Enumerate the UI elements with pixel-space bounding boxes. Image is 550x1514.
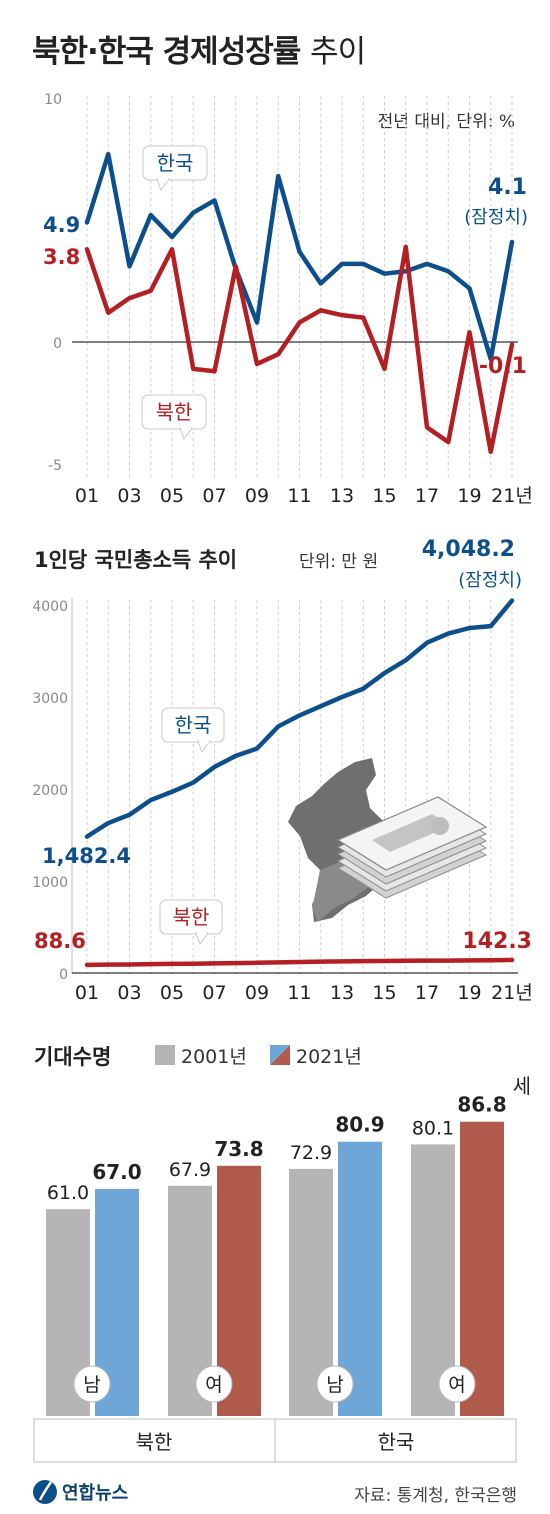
korea-gni-end-note: (잠정치) xyxy=(458,570,522,591)
korea-gni-start-label: 1,482.4 xyxy=(42,844,131,868)
legend-label-2021: 2021년 xyxy=(296,1046,362,1068)
nk-start-label: 3.8 xyxy=(43,245,80,269)
nk-growth-bubble: 북한 xyxy=(141,394,207,441)
x-tick-label: 19 xyxy=(457,982,481,1004)
korea-end-note: (잠정치) xyxy=(464,207,528,228)
group-label-nk: 북한 xyxy=(136,1430,173,1454)
x-tick-label: 13 xyxy=(330,982,354,1004)
x-tick-label: 09 xyxy=(245,982,269,1004)
category-badge xyxy=(195,1365,233,1403)
money-band xyxy=(372,814,450,852)
footer-source: 자료: 통계청, 한국은행 xyxy=(354,1486,517,1506)
chart3-title: 기대수명 xyxy=(34,1045,111,1069)
y-tick-label: 4000 xyxy=(32,599,68,615)
korea-growth-bubble-label: 한국 xyxy=(157,151,194,175)
x-tick-label: 03 xyxy=(117,982,141,1004)
x-tick-label: 11 xyxy=(287,485,311,507)
category-badge xyxy=(73,1365,111,1403)
nk-growth-bubble-label: 북한 xyxy=(156,400,193,424)
x-tick-label: 07 xyxy=(202,485,226,507)
korea-growth-bubble-patch xyxy=(158,177,168,181)
page-title: 북한·한국 경제성장률 추이 xyxy=(32,26,366,71)
x-tick-label: 01 xyxy=(75,485,99,507)
bar-label-2001: 80.1 xyxy=(412,1117,454,1139)
x-tick-label: 05 xyxy=(160,485,184,507)
nk-growth-bubble-patch xyxy=(181,426,191,430)
bar-2021 xyxy=(460,1121,504,1416)
money-portrait xyxy=(431,817,449,835)
korea-gni-bubble: 한국 xyxy=(161,707,225,754)
title-main: 북한·한국 경제성장률 xyxy=(32,34,301,70)
nk-gni-bubble: 북한 xyxy=(159,899,223,946)
nk-gni-bubble-patch xyxy=(197,931,207,935)
money-stack-icon xyxy=(336,796,488,899)
nk-gni-bubble-label: 북한 xyxy=(173,905,210,929)
x-tick-label: 05 xyxy=(160,982,184,1004)
y-tick-label: -5 xyxy=(48,458,62,474)
x-tick-label: 01 xyxy=(75,982,99,1004)
category-badge xyxy=(316,1365,354,1403)
korea-gni-line xyxy=(84,598,515,839)
y-tick-label: 3000 xyxy=(32,691,68,707)
bar-label-2021: 67.0 xyxy=(92,1160,141,1184)
category-label: 여 xyxy=(448,1374,465,1396)
bar-label-2001: 72.9 xyxy=(290,1142,332,1164)
korea-end-label: 4.1 xyxy=(488,175,527,200)
korea-start-label: 4.9 xyxy=(43,213,80,237)
x-tick-label: 15 xyxy=(372,982,396,1004)
legend-swatch-2001 xyxy=(155,1045,175,1065)
x-tick-label: 19 xyxy=(457,485,481,507)
nk-growth-line xyxy=(84,244,515,455)
korea-growth-line xyxy=(84,151,515,362)
footer-logo: 연합뉴스 xyxy=(62,1482,128,1504)
x-tick-label: 21년 xyxy=(491,485,533,507)
x-tick-label: 13 xyxy=(330,485,354,507)
nk-end-label: -0.1 xyxy=(479,354,527,379)
x-tick-label: 11 xyxy=(287,982,311,1004)
x-tick-label: 17 xyxy=(415,982,439,1004)
unit-note: 전년 대비, 단위: % xyxy=(378,112,515,132)
bar-label-2001: 61.0 xyxy=(47,1182,89,1204)
category-badge xyxy=(438,1365,476,1403)
y-tick-label: 10 xyxy=(44,92,62,108)
korea-gni-bubble-label: 한국 xyxy=(175,713,212,737)
korea-gni-bubble-box xyxy=(161,707,225,743)
korea-growth-bubble: 한국 xyxy=(142,145,208,192)
y-tick-label: 0 xyxy=(59,967,68,983)
category-label: 남 xyxy=(83,1374,100,1396)
legend-label-2001: 2001년 xyxy=(181,1046,247,1068)
nk-gni-start-label: 88.6 xyxy=(34,929,86,953)
nk-gni-line xyxy=(84,957,515,968)
group-label-korea: 한국 xyxy=(378,1430,415,1454)
korea-gni-bubble-patch xyxy=(199,739,209,743)
chart2-unit-note: 단위: 만 원 xyxy=(299,552,378,572)
y-tick-label: 2000 xyxy=(32,783,68,799)
unit-suffix: 세 xyxy=(513,1074,531,1098)
legend-swatch-2021-brown xyxy=(270,1045,290,1065)
bar-label-2021: 73.8 xyxy=(214,1137,263,1161)
logo-icon-mark xyxy=(38,1481,53,1501)
chart2-title: 1인당 국민총소득 추이 xyxy=(34,548,237,572)
bar-label-2001: 67.9 xyxy=(169,1159,211,1181)
bar-label-2021: 86.8 xyxy=(457,1093,506,1117)
nk-growth-bubble-box xyxy=(141,394,207,430)
category-label: 남 xyxy=(326,1374,343,1396)
korea-gni-end-label: 4,048.2 xyxy=(422,537,515,562)
nk-gni-bubble-box xyxy=(159,899,223,935)
x-tick-label: 03 xyxy=(117,485,141,507)
nk-gni-end-label: 142.3 xyxy=(462,929,532,954)
bar-label-2021: 80.9 xyxy=(335,1113,384,1137)
x-tick-label: 17 xyxy=(415,485,439,507)
y-tick-label: 1000 xyxy=(32,875,68,891)
y-tick-label: 0 xyxy=(53,336,62,352)
title-light: 추이 xyxy=(310,34,366,70)
x-tick-label: 09 xyxy=(245,485,269,507)
x-tick-label: 07 xyxy=(202,982,226,1004)
x-tick-label: 15 xyxy=(372,485,396,507)
x-tick-label: 21년 xyxy=(491,982,533,1004)
korea-growth-bubble-box xyxy=(142,145,208,181)
category-label: 여 xyxy=(205,1374,222,1396)
